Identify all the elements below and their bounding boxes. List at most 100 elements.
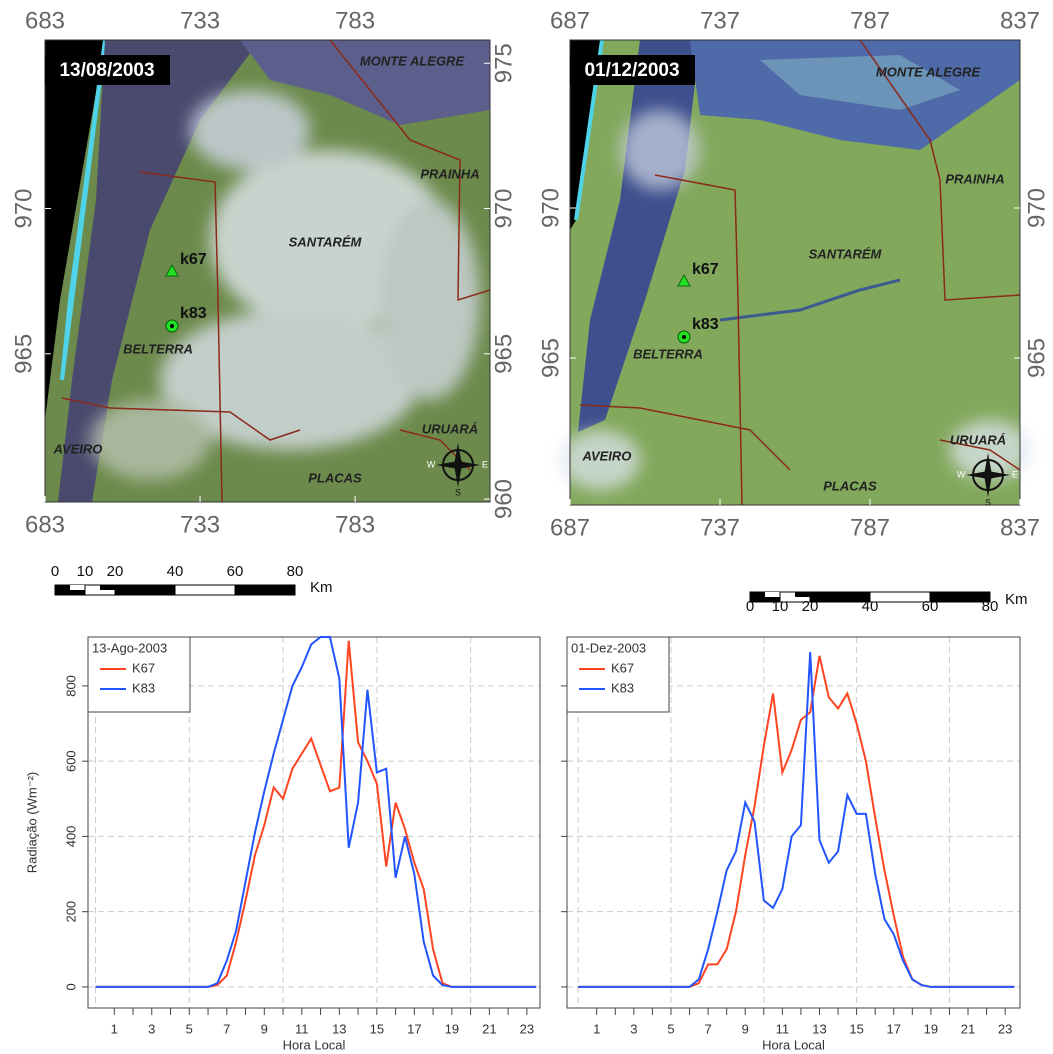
- place-label: AVEIRO: [582, 448, 632, 463]
- map-date: 01/12/2003: [584, 60, 679, 81]
- scale-segment: [100, 585, 115, 590]
- map-x-tick-label: 687: [550, 514, 590, 541]
- x-tick-label: 21: [482, 1021, 496, 1036]
- x-tick-label: 3: [148, 1021, 155, 1036]
- y-tick-label: 0: [63, 983, 78, 990]
- site-marker: [677, 273, 691, 287]
- place-label: PLACAS: [308, 470, 362, 485]
- x-tick-label: 13: [812, 1021, 826, 1036]
- x-axis-label: Hora Local: [283, 1037, 346, 1052]
- data-line: [95, 640, 537, 988]
- scale-label: 0: [51, 563, 59, 580]
- x-tick-label: 19: [924, 1021, 938, 1036]
- x-tick-label: 17: [407, 1021, 421, 1036]
- map-x-tick-label: 733: [180, 511, 220, 538]
- plot-frame: [566, 636, 1021, 1009]
- scale-segment: [234, 584, 296, 596]
- place-label: SANTARÉM: [289, 234, 363, 249]
- scale-unit: Km: [310, 579, 333, 596]
- map-y-tick-label: 970: [490, 189, 517, 229]
- x-tick-label: 11: [776, 1021, 790, 1036]
- map-x-tick-label: 687: [550, 7, 590, 34]
- map-x-tick-label: 837: [1000, 7, 1040, 34]
- legend-box: [87, 636, 191, 713]
- map-image: [44, 39, 491, 503]
- data-line: [578, 655, 1015, 988]
- place-label: PLACAS: [823, 478, 877, 493]
- x-tick-label: 7: [704, 1021, 711, 1036]
- legend-label: K67: [132, 660, 155, 675]
- x-tick-label: 7: [223, 1021, 230, 1036]
- map-date: 13/08/2003: [59, 60, 154, 81]
- data-line: [95, 636, 537, 988]
- place-label: MONTE ALEGRE: [876, 64, 981, 79]
- place-label: SANTARÉM: [809, 246, 883, 261]
- compass-label: S: [455, 487, 461, 497]
- compass-label: S: [985, 497, 991, 507]
- x-tick-label: 15: [370, 1021, 384, 1036]
- data-line: [578, 651, 1015, 988]
- map-x-tick-label: 787: [850, 7, 890, 34]
- scale-label: 10: [77, 563, 94, 580]
- compass: [436, 461, 480, 469]
- scale-label: 80: [287, 563, 304, 580]
- site-marker: [165, 263, 179, 277]
- y-axis-label: Radiação (Wm⁻²): [24, 772, 39, 874]
- compass: [966, 471, 1010, 479]
- x-tick-label: 9: [742, 1021, 749, 1036]
- map-x-tick-label: 787: [850, 514, 890, 541]
- map-y-tick-label: 965: [1023, 338, 1050, 378]
- x-tick-label: 13: [332, 1021, 346, 1036]
- x-axis-label: Hora Local: [762, 1037, 825, 1052]
- place-label: URUARÁ: [422, 421, 478, 436]
- x-tick-label: 1: [111, 1021, 118, 1036]
- site-label: k67: [692, 261, 719, 278]
- place-label: BELTERRA: [123, 341, 193, 356]
- scale-segment: [765, 592, 780, 597]
- compass-label: W: [957, 469, 966, 479]
- map-x-tick-label: 733: [180, 7, 220, 34]
- x-tick-label: 3: [630, 1021, 637, 1036]
- map-y-tick-label: 965: [537, 338, 564, 378]
- date-box: [45, 55, 170, 85]
- place-label: MONTE ALEGRE: [360, 53, 465, 68]
- x-tick-label: 5: [186, 1021, 193, 1036]
- map-x-tick-label: 683: [25, 511, 65, 538]
- scale-segment: [70, 585, 85, 590]
- map-y-tick-label: 960: [490, 479, 517, 519]
- map-y-tick-label: 970: [1023, 188, 1050, 228]
- place-label: BELTERRA: [633, 346, 703, 361]
- plot-frame: [87, 636, 541, 1009]
- map-x-tick-label: 783: [335, 7, 375, 34]
- place-label: AVEIRO: [53, 441, 103, 456]
- y-tick-label: 600: [63, 750, 78, 772]
- map-y-tick-label: 975: [490, 43, 517, 83]
- x-tick-label: 23: [520, 1021, 534, 1036]
- site-label: k67: [180, 251, 207, 268]
- map-image: [560, 39, 1030, 506]
- y-tick-label: 400: [63, 826, 78, 848]
- x-tick-label: 19: [445, 1021, 459, 1036]
- map-x-tick-label: 683: [25, 7, 65, 34]
- legend-label: K83: [132, 680, 155, 695]
- compass-label: E: [482, 459, 488, 469]
- site-marker: [170, 324, 174, 328]
- site-label: k83: [692, 316, 719, 333]
- x-tick-label: 1: [593, 1021, 600, 1036]
- map-x-tick-label: 737: [700, 7, 740, 34]
- legend-box: [566, 636, 670, 713]
- scale-segment: [929, 591, 991, 603]
- compass-label: W: [427, 459, 436, 469]
- place-label: PRAINHA: [945, 171, 1004, 186]
- legend-label: K83: [611, 680, 634, 695]
- map-y-tick-label: 965: [10, 334, 37, 374]
- scale-label: 80: [982, 598, 999, 615]
- scale-segment: [174, 584, 236, 596]
- scale-label: 60: [227, 563, 244, 580]
- map-y-tick-label: 970: [10, 189, 37, 229]
- site-label: k83: [180, 305, 207, 322]
- map-y-tick-label: 970: [537, 188, 564, 228]
- x-tick-label: 5: [667, 1021, 674, 1036]
- map-x-tick-label: 737: [700, 514, 740, 541]
